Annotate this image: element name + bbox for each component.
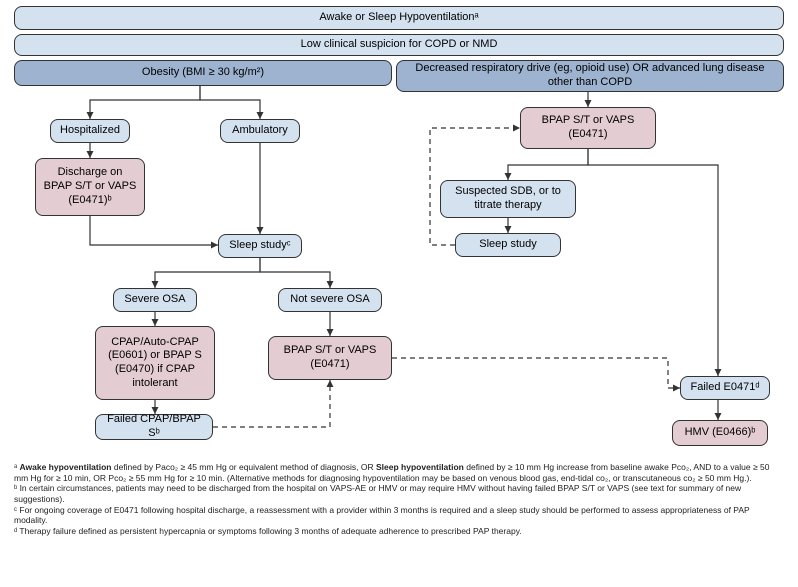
ambulatory-text: Ambulatory	[232, 124, 288, 138]
fa-mid: defined by Paᴄᴏ₂ ≥ 45 mm Hg or equivalen…	[111, 462, 376, 472]
ambulatory-box: Ambulatory	[220, 119, 300, 143]
footnote-b: ᵇ In certain circumstances, patients may…	[14, 483, 784, 504]
failedcpap-text: Failed CPAP/BPAP Sᵇ	[102, 413, 206, 441]
obesity-text: Obesity (BMI ≥ 30 kg/m²)	[142, 66, 264, 80]
subtitle-text: Low clinical suspicion for COPD or NMD	[301, 38, 498, 52]
cpap-box: CPAP/Auto-CPAP (E0601) or BPAP S (E0470)…	[95, 326, 215, 400]
footnote-d: ᵈ Therapy failure defined as persistent …	[14, 526, 784, 537]
bpap-right-box: BPAP S/T or VAPS (E0471)	[520, 107, 656, 149]
notsevere-box: Not severe OSA	[278, 288, 382, 312]
failed0471-box: Failed E0471ᵈ	[680, 376, 770, 400]
severe-box: Severe OSA	[113, 288, 197, 312]
sleep1-box: Sleep studyᶜ	[218, 234, 302, 258]
subtitle-box: Low clinical suspicion for COPD or NMD	[14, 34, 784, 56]
sleep1-text: Sleep studyᶜ	[229, 239, 290, 253]
suspected-text: Suspected SDB, or to titrate therapy	[447, 185, 569, 213]
fa-b2: Sleep hypoventilation	[376, 462, 464, 472]
hmv-box: HMV (E0466)ᵇ	[672, 420, 768, 446]
notsevere-text: Not severe OSA	[290, 293, 369, 307]
obesity-box: Obesity (BMI ≥ 30 kg/m²)	[14, 60, 392, 86]
cpap-text: CPAP/Auto-CPAP (E0601) or BPAP S (E0470)…	[102, 336, 208, 391]
hospitalized-box: Hospitalized	[50, 119, 130, 143]
discharge-box: Discharge on BPAP S/T or VAPS (E0471)ᵇ	[35, 158, 145, 216]
title-box: Awake or Sleep Hypoventilationᵃ	[14, 6, 784, 30]
severe-text: Severe OSA	[124, 293, 185, 307]
title-text: Awake or Sleep Hypoventilationᵃ	[319, 11, 478, 25]
bpap-center-text: BPAP S/T or VAPS (E0471)	[275, 344, 385, 372]
sleep2-box: Sleep study	[455, 233, 561, 257]
bpap-right-text: BPAP S/T or VAPS (E0471)	[527, 114, 649, 142]
failedcpap-box: Failed CPAP/BPAP Sᵇ	[95, 414, 213, 440]
fa-b1: Awake hypoventilation	[20, 462, 112, 472]
failed0471-text: Failed E0471ᵈ	[691, 381, 760, 395]
sleep2-text: Sleep study	[479, 238, 536, 252]
decreased-box: Decreased respiratory drive (eg, opioid …	[396, 60, 784, 92]
suspected-box: Suspected SDB, or to titrate therapy	[440, 180, 576, 218]
footnote-a: ᵃ Awake hypoventilation defined by Paᴄᴏ₂…	[14, 462, 784, 483]
bpap-center-box: BPAP S/T or VAPS (E0471)	[268, 336, 392, 380]
footnote-c: ᶜ For ongoing coverage of E0471 followin…	[14, 505, 784, 526]
hmv-text: HMV (E0466)ᵇ	[685, 426, 756, 440]
decreased-text: Decreased respiratory drive (eg, opioid …	[403, 62, 777, 90]
hospitalized-text: Hospitalized	[60, 124, 120, 138]
discharge-text: Discharge on BPAP S/T or VAPS (E0471)ᵇ	[42, 166, 138, 207]
footnotes-block: ᵃ Awake hypoventilation defined by Paᴄᴏ₂…	[14, 462, 784, 536]
